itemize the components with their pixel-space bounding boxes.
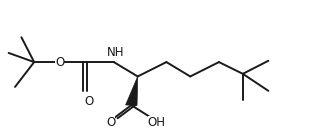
Text: OH: OH	[148, 116, 166, 129]
Text: NH: NH	[107, 46, 124, 59]
Text: O: O	[85, 95, 94, 108]
Text: O: O	[106, 116, 115, 129]
Text: O: O	[55, 56, 64, 69]
Polygon shape	[126, 76, 138, 105]
